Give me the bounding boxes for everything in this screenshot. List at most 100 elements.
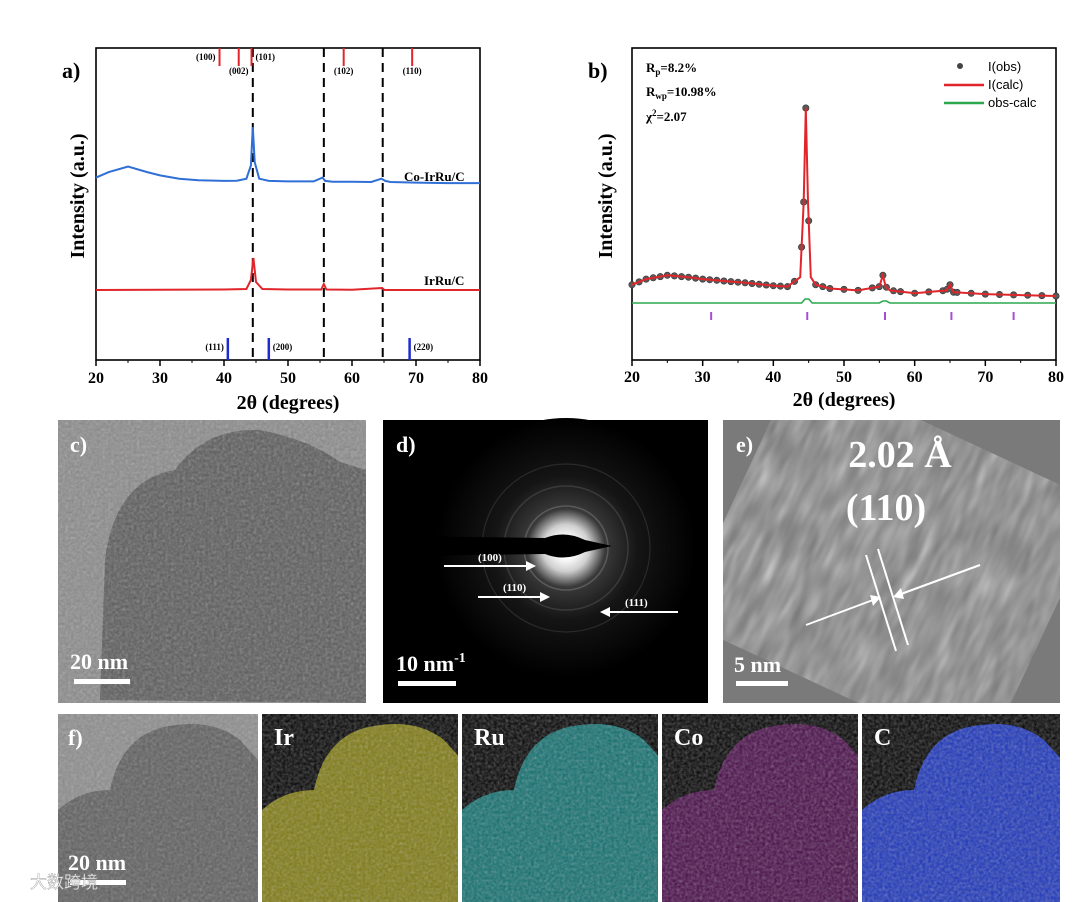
panel-a-top-reference: (100) (002) (101) (102) (110) xyxy=(196,48,422,76)
panel-e-scale-text: 5 nm xyxy=(734,652,781,677)
panel-d-scale-text: 10 nm-1 xyxy=(396,651,466,676)
eds-map-ru xyxy=(462,714,658,902)
panel-b-rp-stat: Rp=8.2% xyxy=(646,60,697,77)
bottom-ref-label-1: (200) xyxy=(273,342,293,352)
a-xtick-label-3: 50 xyxy=(280,370,296,387)
eds-map-noise-1 xyxy=(462,714,658,902)
panel-f-label: f) xyxy=(68,725,83,750)
panel-b-x-ticks: 20 30 40 50 60 70 80 xyxy=(624,360,1064,386)
b-xtick-label-0: 20 xyxy=(624,369,640,386)
panel-c-label: c) xyxy=(70,432,87,457)
panel-a-x-ticks: 20 30 40 50 60 70 80 xyxy=(88,360,488,387)
panel-b-calculated-line xyxy=(631,107,1057,297)
legend-obs-label: I(obs) xyxy=(988,59,1021,74)
panel-b-difference-line xyxy=(632,298,1056,304)
a-xtick-label-6: 80 xyxy=(472,370,488,387)
panel-a-series-co-irru xyxy=(95,126,480,185)
saed-panel-d: d) (100) (110) (111) 10 nm-1 xyxy=(383,418,708,703)
saed-label-110: (110) xyxy=(503,582,527,594)
eds-map-label-ir: Ir xyxy=(274,725,294,751)
panel-d-scale-bar xyxy=(398,681,456,686)
eds-map-label-ru: Ru xyxy=(474,725,505,751)
eds-element-maps: Ir Ru Co C xyxy=(262,714,1060,902)
panel-f-scale-bar xyxy=(70,880,126,885)
panel-b-y-axis-label: Intensity (a.u.) xyxy=(595,133,617,258)
tem-image-panel-c: c) 20 nm xyxy=(58,420,366,703)
panel-c-scale-text: 20 nm xyxy=(70,649,128,674)
panel-f-scale-text: 20 nm xyxy=(68,850,126,875)
saed-annotation-111: (111) xyxy=(600,597,678,617)
top-ref-label-1: (002) xyxy=(229,66,249,76)
b-xtick-label-6: 80 xyxy=(1048,369,1064,386)
panel-a-dashed-lines xyxy=(251,48,384,360)
bottom-ref-label-0: (111) xyxy=(205,342,224,352)
tem-image-c-texture xyxy=(58,420,366,703)
panel-b-x-axis-label: 2θ (degrees) xyxy=(793,389,896,411)
bottom-ref-label-2: (220) xyxy=(414,342,434,352)
a-xtick-label-0: 20 xyxy=(88,370,104,387)
panel-e-label: e) xyxy=(736,432,753,457)
panel-e-plane: (110) xyxy=(846,487,926,529)
saed-annotation-110: (110) xyxy=(478,582,550,602)
eds-panel-f: f) 20 nm Ir Ru Co C xyxy=(58,714,1060,902)
panel-a-axes-frame xyxy=(95,47,481,361)
legend-diff-label: obs-calc xyxy=(988,95,1037,110)
panel-a-series-irru xyxy=(95,257,480,291)
a-xtick-label-4: 60 xyxy=(344,370,360,387)
panel-a-series-label-irru: IrRu/C xyxy=(424,273,464,288)
panel-b-rwp-stat: Rwp=10.98% xyxy=(646,84,717,101)
hrtem-panel-e: e) 2.02 Å (110) 5 nm xyxy=(723,420,1060,703)
eds-map-noise-0 xyxy=(262,714,458,902)
panel-a-label: a) xyxy=(62,58,80,83)
haadf-texture xyxy=(58,714,258,902)
saed-arrowhead-100 xyxy=(526,561,536,571)
top-ref-label-3: (102) xyxy=(334,66,354,76)
panel-b-bragg-ticks xyxy=(710,312,1015,320)
panel-b-observed-points xyxy=(628,104,1060,300)
b-xtick-label-1: 30 xyxy=(695,369,711,386)
panel-b-label: b) xyxy=(588,58,608,83)
panel-b-chi-stat: χ2=2.07 xyxy=(645,108,687,124)
panel-e-scale-bar xyxy=(736,681,788,686)
eds-map-co xyxy=(662,714,858,902)
rietveld-panel-b: b) 20 30 40 50 60 70 80 2θ (degrees) Intensity… xyxy=(588,47,1064,411)
b-xtick-label-5: 70 xyxy=(977,369,993,386)
panel-a-series-label-co-irru: Co-IrRu/C xyxy=(404,169,465,184)
b-xtick-label-4: 60 xyxy=(907,369,923,386)
eds-map-c xyxy=(862,714,1060,902)
watermark-logo-icon xyxy=(8,874,24,890)
saed-label-100: (100) xyxy=(478,552,502,564)
panel-a-y-axis-label: Intensity (a.u.) xyxy=(67,133,89,258)
lattice-line-1 xyxy=(865,554,897,652)
hrtem-texture xyxy=(723,420,1060,703)
top-ref-label-0: (100) xyxy=(196,52,216,62)
top-ref-label-2: (101) xyxy=(256,52,276,62)
panel-d-label: d) xyxy=(396,432,416,457)
lattice-arrow-right xyxy=(900,564,981,595)
saed-arrowhead-110 xyxy=(540,592,550,602)
panel-e-d-spacing: 2.02 Å xyxy=(848,434,952,476)
panel-a-bottom-reference: (111) (200) (220) xyxy=(205,338,433,360)
eds-map-label-c: C xyxy=(874,725,891,751)
xrd-panel-a: a) (100)(002)(101)(102) (110) (111) (200)(… xyxy=(62,47,488,414)
legend-obs-marker xyxy=(957,63,963,69)
b-xtick-label-2: 40 xyxy=(765,369,781,386)
eds-map-label-co: Co xyxy=(674,725,703,751)
eds-map-ir xyxy=(262,714,458,902)
saed-beam-stopper xyxy=(404,534,612,558)
eds-map-noise-3 xyxy=(862,714,1060,902)
lattice-arrow-left xyxy=(805,599,874,626)
watermark-text: 大数跨境 xyxy=(30,873,98,893)
lattice-arrowhead-left xyxy=(870,595,881,606)
panel-c-scale-bar xyxy=(74,679,130,684)
legend-calc-label: I(calc) xyxy=(988,77,1023,92)
a-xtick-label-1: 30 xyxy=(152,370,168,387)
a-xtick-label-2: 40 xyxy=(216,370,232,387)
eds-haadf-image: f) 20 nm xyxy=(58,714,258,902)
saed-arrowhead-111 xyxy=(600,607,610,617)
saed-annotation-100: (100) xyxy=(444,552,536,571)
saed-label-111: (111) xyxy=(625,597,648,609)
b-xtick-label-3: 50 xyxy=(836,369,852,386)
top-ref-label-4: (110) xyxy=(403,66,422,76)
